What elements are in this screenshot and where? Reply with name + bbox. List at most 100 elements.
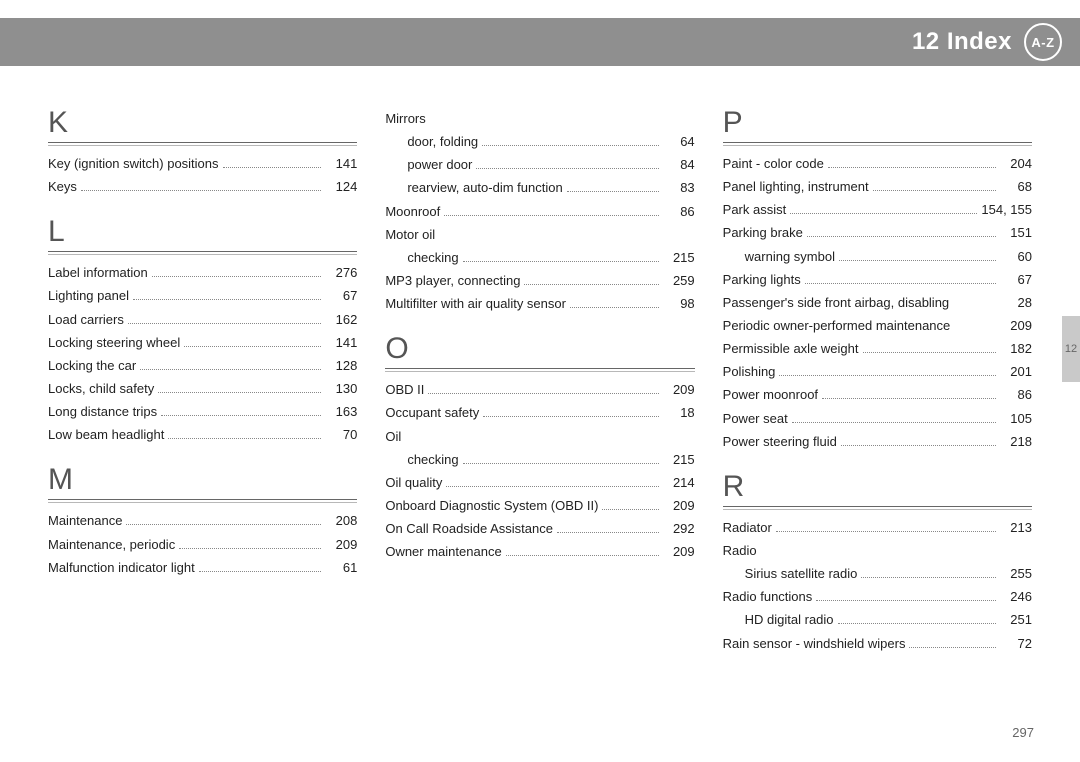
- entry-page: 60: [1000, 247, 1032, 267]
- entry-page: 292: [663, 519, 695, 539]
- entry-text: On Call Roadside Assistance: [385, 519, 553, 539]
- index-entry: Passenger's side front airbag, disabling…: [723, 293, 1032, 313]
- entry-page: 213: [1000, 518, 1032, 538]
- index-entry: Moonroof86: [385, 202, 694, 222]
- index-subentry: Sirius satellite radio255: [723, 564, 1032, 584]
- leader-dots: [567, 191, 659, 192]
- chapter-title: 12 Index: [912, 28, 1012, 56]
- index-entry: Keys124: [48, 177, 357, 197]
- entry-text: Passenger's side front airbag, disabling: [723, 293, 950, 313]
- entry-page: 141: [325, 154, 357, 174]
- leader-dots: [444, 215, 658, 216]
- section-letter: P: [723, 106, 1032, 140]
- entry-text: Malfunction indicator light: [48, 558, 195, 578]
- index-entry: Power steering fluid218: [723, 432, 1032, 452]
- entry-text: Locks, child safety: [48, 379, 154, 399]
- entry-page: 98: [663, 294, 695, 314]
- entry-text: Power moonroof: [723, 385, 818, 405]
- index-entry: Rain sensor - windshield wipers72: [723, 634, 1032, 654]
- entry-text: Polishing: [723, 362, 776, 382]
- a-z-icon: A-Z: [1024, 23, 1062, 61]
- index-subentry: checking215: [385, 450, 694, 470]
- index-entry: Panel lighting, instrument 68: [723, 177, 1032, 197]
- leader-dots: [482, 145, 658, 146]
- entry-text: Maintenance, periodic: [48, 535, 175, 555]
- entry-page: 251: [1000, 610, 1032, 630]
- entry-page: 151: [1000, 223, 1032, 243]
- chapter-tab-number: 12: [1065, 343, 1077, 355]
- section-rule: [48, 142, 357, 146]
- entry-text: Radio: [723, 541, 757, 561]
- entry-text: Key (ignition switch) positions: [48, 154, 219, 174]
- entry-text: warning symbol: [745, 247, 835, 267]
- entry-text: Oil: [385, 427, 401, 447]
- leader-dots: [570, 307, 659, 308]
- chapter-tab: 12: [1062, 316, 1080, 382]
- leader-dots: [822, 398, 996, 399]
- leader-dots: [199, 571, 322, 572]
- entry-text: OBD II: [385, 380, 424, 400]
- entry-page: 18: [663, 403, 695, 423]
- index-entry: Periodic owner-performed maintenance209: [723, 316, 1032, 336]
- section-letter: R: [723, 470, 1032, 504]
- section-letter: M: [48, 463, 357, 497]
- entry-text: Maintenance: [48, 511, 122, 531]
- leader-dots: [223, 167, 322, 168]
- entry-text: Park assist: [723, 200, 787, 220]
- index-subentry: power door84: [385, 155, 694, 175]
- section-letter: K: [48, 106, 357, 140]
- leader-dots: [446, 486, 658, 487]
- section-rule: [48, 251, 357, 255]
- leader-dots: [863, 352, 996, 353]
- leader-dots: [179, 548, 321, 549]
- entry-text: Sirius satellite radio: [745, 564, 858, 584]
- entry-text: Lighting panel: [48, 286, 129, 306]
- leader-dots: [779, 375, 996, 376]
- entry-text: Long distance trips: [48, 402, 157, 422]
- entry-page: 215: [663, 248, 695, 268]
- entry-text: Keys: [48, 177, 77, 197]
- entry-text: Panel lighting, instrument: [723, 177, 869, 197]
- index-subentry: rearview, auto-dim function83: [385, 178, 694, 198]
- index-columns: KKey (ignition switch) positions141Keys1…: [48, 106, 1032, 726]
- leader-dots: [861, 577, 996, 578]
- entry-text: Parking brake: [723, 223, 803, 243]
- entry-page: 209: [663, 542, 695, 562]
- leader-dots: [428, 393, 658, 394]
- leader-dots: [602, 509, 658, 510]
- entry-page: 215: [663, 450, 695, 470]
- header-bar: 12 Index A-Z: [0, 18, 1080, 66]
- index-entry: Paint - color code204: [723, 154, 1032, 174]
- index-entry: Permissible axle weight182: [723, 339, 1032, 359]
- index-entry: Parking lights67: [723, 270, 1032, 290]
- index-entry: Polishing201: [723, 362, 1032, 382]
- index-subentry: checking215: [385, 248, 694, 268]
- index-page: 12 Index A-Z 12 K Key (ignition switch) p…: [0, 0, 1080, 762]
- leader-dots: [140, 369, 321, 370]
- index-entry: Power moonroof86: [723, 385, 1032, 405]
- leader-dots: [776, 531, 996, 532]
- section-letter: L: [48, 215, 357, 249]
- index-entry: Load carriers162: [48, 310, 357, 330]
- leader-dots: [792, 422, 996, 423]
- entry-text: Power seat: [723, 409, 788, 429]
- index-entry: Owner maintenance209: [385, 542, 694, 562]
- index-entry: Locking the car128: [48, 356, 357, 376]
- entry-page: 209: [663, 380, 695, 400]
- index-entry: MP3 player, connecting259: [385, 271, 694, 291]
- leader-dots: [476, 168, 658, 169]
- section-rule: [723, 506, 1032, 510]
- leader-dots: [126, 524, 321, 525]
- entry-page: 276: [325, 263, 357, 283]
- entry-text: Mirrors: [385, 109, 425, 129]
- entry-page: 163: [325, 402, 357, 422]
- entry-text: Low beam headlight: [48, 425, 164, 445]
- entry-text: HD digital radio: [745, 610, 834, 630]
- entry-page: 86: [663, 202, 695, 222]
- entry-page: 68: [1000, 177, 1032, 197]
- index-col-2: Mirrorsdoor, folding64power door84rearvi…: [385, 106, 694, 726]
- entry-page: 209: [1000, 316, 1032, 336]
- leader-dots: [790, 213, 977, 214]
- section-rule: [385, 368, 694, 372]
- leader-dots: [828, 167, 996, 168]
